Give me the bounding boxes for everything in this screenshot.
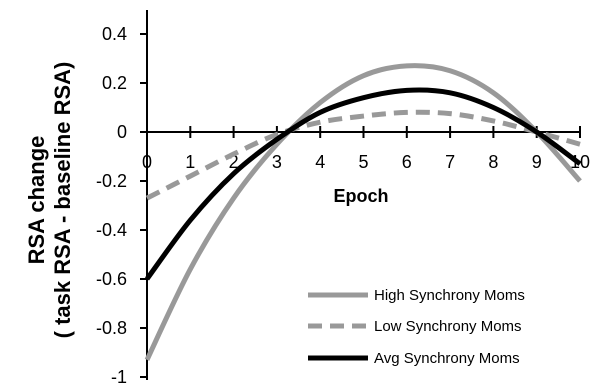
- y-tick-label: -0.8: [96, 318, 127, 338]
- x-tick-label: 8: [488, 152, 498, 172]
- y-ticks: 0.4 0.2 0 -0.2 -0.4 -0.6 -0.8 -1: [96, 24, 147, 387]
- x-tick-label: 4: [315, 152, 325, 172]
- y-tick-label: 0.4: [102, 24, 127, 44]
- series-layer: [144, 63, 582, 361]
- y-tick-label: -0.4: [96, 220, 127, 240]
- x-tick-label: 0: [142, 152, 152, 172]
- y-tick-label: -1: [111, 367, 127, 387]
- x-tick-label: 5: [358, 152, 368, 172]
- x-tick-label: 6: [402, 152, 412, 172]
- x-axis-title: Epoch: [333, 186, 388, 206]
- y-axis-title-line1: RSA change: [24, 136, 49, 265]
- y-tick-label: 0: [117, 122, 127, 142]
- legend-label: Avg Synchrony Moms: [374, 350, 520, 367]
- x-tick-label: 3: [272, 152, 282, 172]
- legend-label: Low Synchrony Moms: [374, 318, 522, 335]
- legend-label: High Synchrony Moms: [374, 287, 525, 304]
- y-axis-title-line2: ( task RSA - baseline RSA): [50, 62, 75, 339]
- y-tick-label: -0.6: [96, 269, 127, 289]
- series-line-low-synchrony-moms: [145, 109, 581, 201]
- y-tick-label: -0.2: [96, 171, 127, 191]
- legend: High Synchrony Moms Low Synchrony Moms Avg…: [308, 287, 525, 367]
- x-tick-label: 9: [532, 152, 542, 172]
- y-tick-label: 0.2: [102, 73, 127, 93]
- x-tick-label: 1: [185, 152, 195, 172]
- x-tick-label: 2: [229, 152, 239, 172]
- y-axis-title: RSA change ( task RSA - baseline RSA): [24, 62, 75, 339]
- series-line-high-synchrony-moms: [144, 63, 582, 361]
- series-line-avg-synchrony-moms: [144, 87, 582, 281]
- x-tick-label: 7: [445, 152, 455, 172]
